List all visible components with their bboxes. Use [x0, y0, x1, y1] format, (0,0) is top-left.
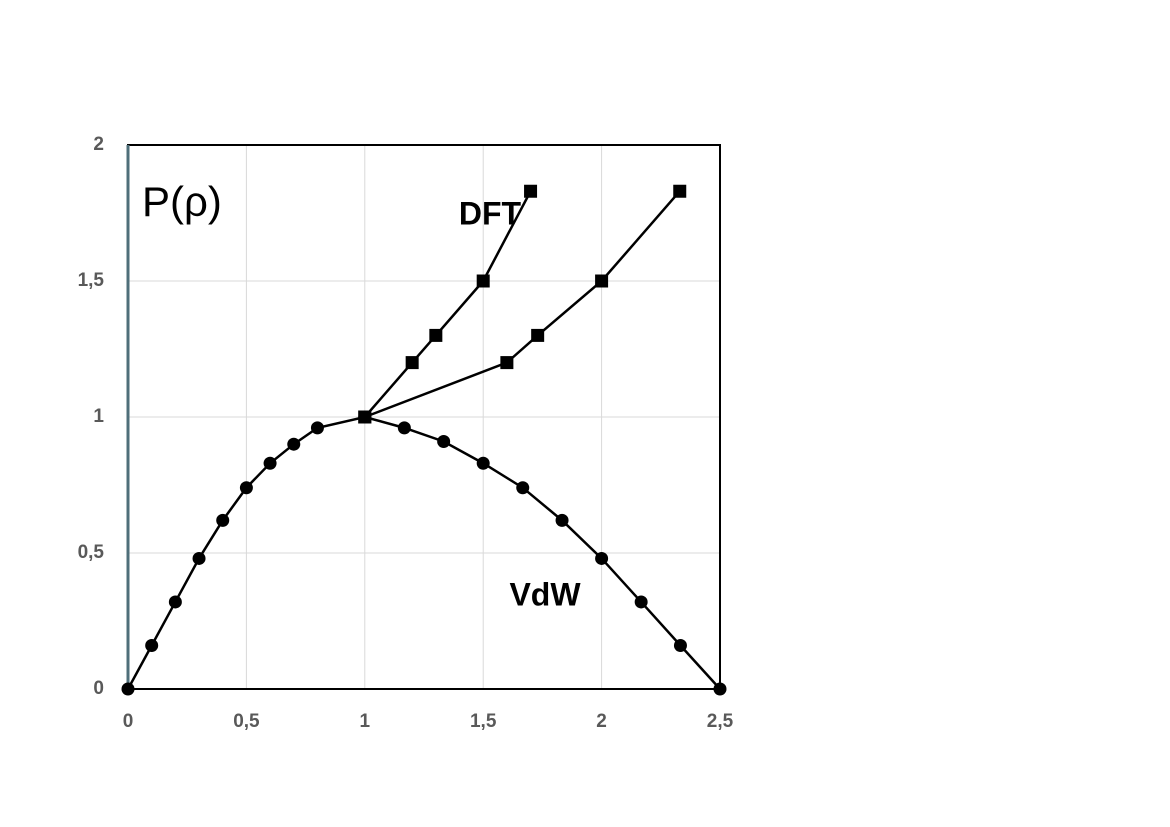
marker: [239, 481, 253, 495]
y-tick-label: 1,5: [78, 270, 105, 291]
x-tick-label: 0,5: [233, 711, 260, 732]
y-tick-label: 2: [93, 134, 104, 155]
marker: [358, 410, 372, 424]
marker: [531, 328, 545, 342]
series-label: DFT: [459, 195, 522, 231]
marker: [263, 456, 277, 470]
marker: [145, 638, 159, 652]
marker: [673, 638, 687, 652]
marker: [405, 356, 419, 370]
marker: [216, 513, 230, 527]
x-tick-label: 2: [596, 711, 607, 732]
marker: [595, 551, 609, 565]
y-tick-label: 0: [93, 678, 104, 699]
x-tick-label: 1,5: [470, 711, 497, 732]
x-tick-label: 1: [360, 711, 371, 732]
marker: [437, 434, 451, 448]
y-axis-label: P(ρ): [142, 178, 222, 225]
marker: [500, 356, 514, 370]
marker: [673, 184, 687, 198]
marker: [310, 421, 324, 435]
marker: [476, 274, 490, 288]
marker: [524, 184, 538, 198]
marker: [287, 437, 301, 451]
series-line: [364, 190, 681, 419]
series-label: VdW: [509, 576, 581, 612]
marker: [168, 595, 182, 609]
marker: [121, 682, 135, 696]
marker: [429, 328, 443, 342]
marker: [516, 481, 530, 495]
marker: [397, 421, 411, 435]
x-tick-label: 0: [123, 711, 134, 732]
marker: [595, 274, 609, 288]
y-tick-label: 1: [93, 406, 104, 427]
marker: [634, 595, 648, 609]
marker: [713, 682, 727, 696]
y-tick-label: 0,5: [78, 542, 105, 563]
marker: [192, 551, 206, 565]
marker: [555, 513, 569, 527]
x-tick-label: 2,5: [707, 711, 734, 732]
marker: [476, 456, 490, 470]
